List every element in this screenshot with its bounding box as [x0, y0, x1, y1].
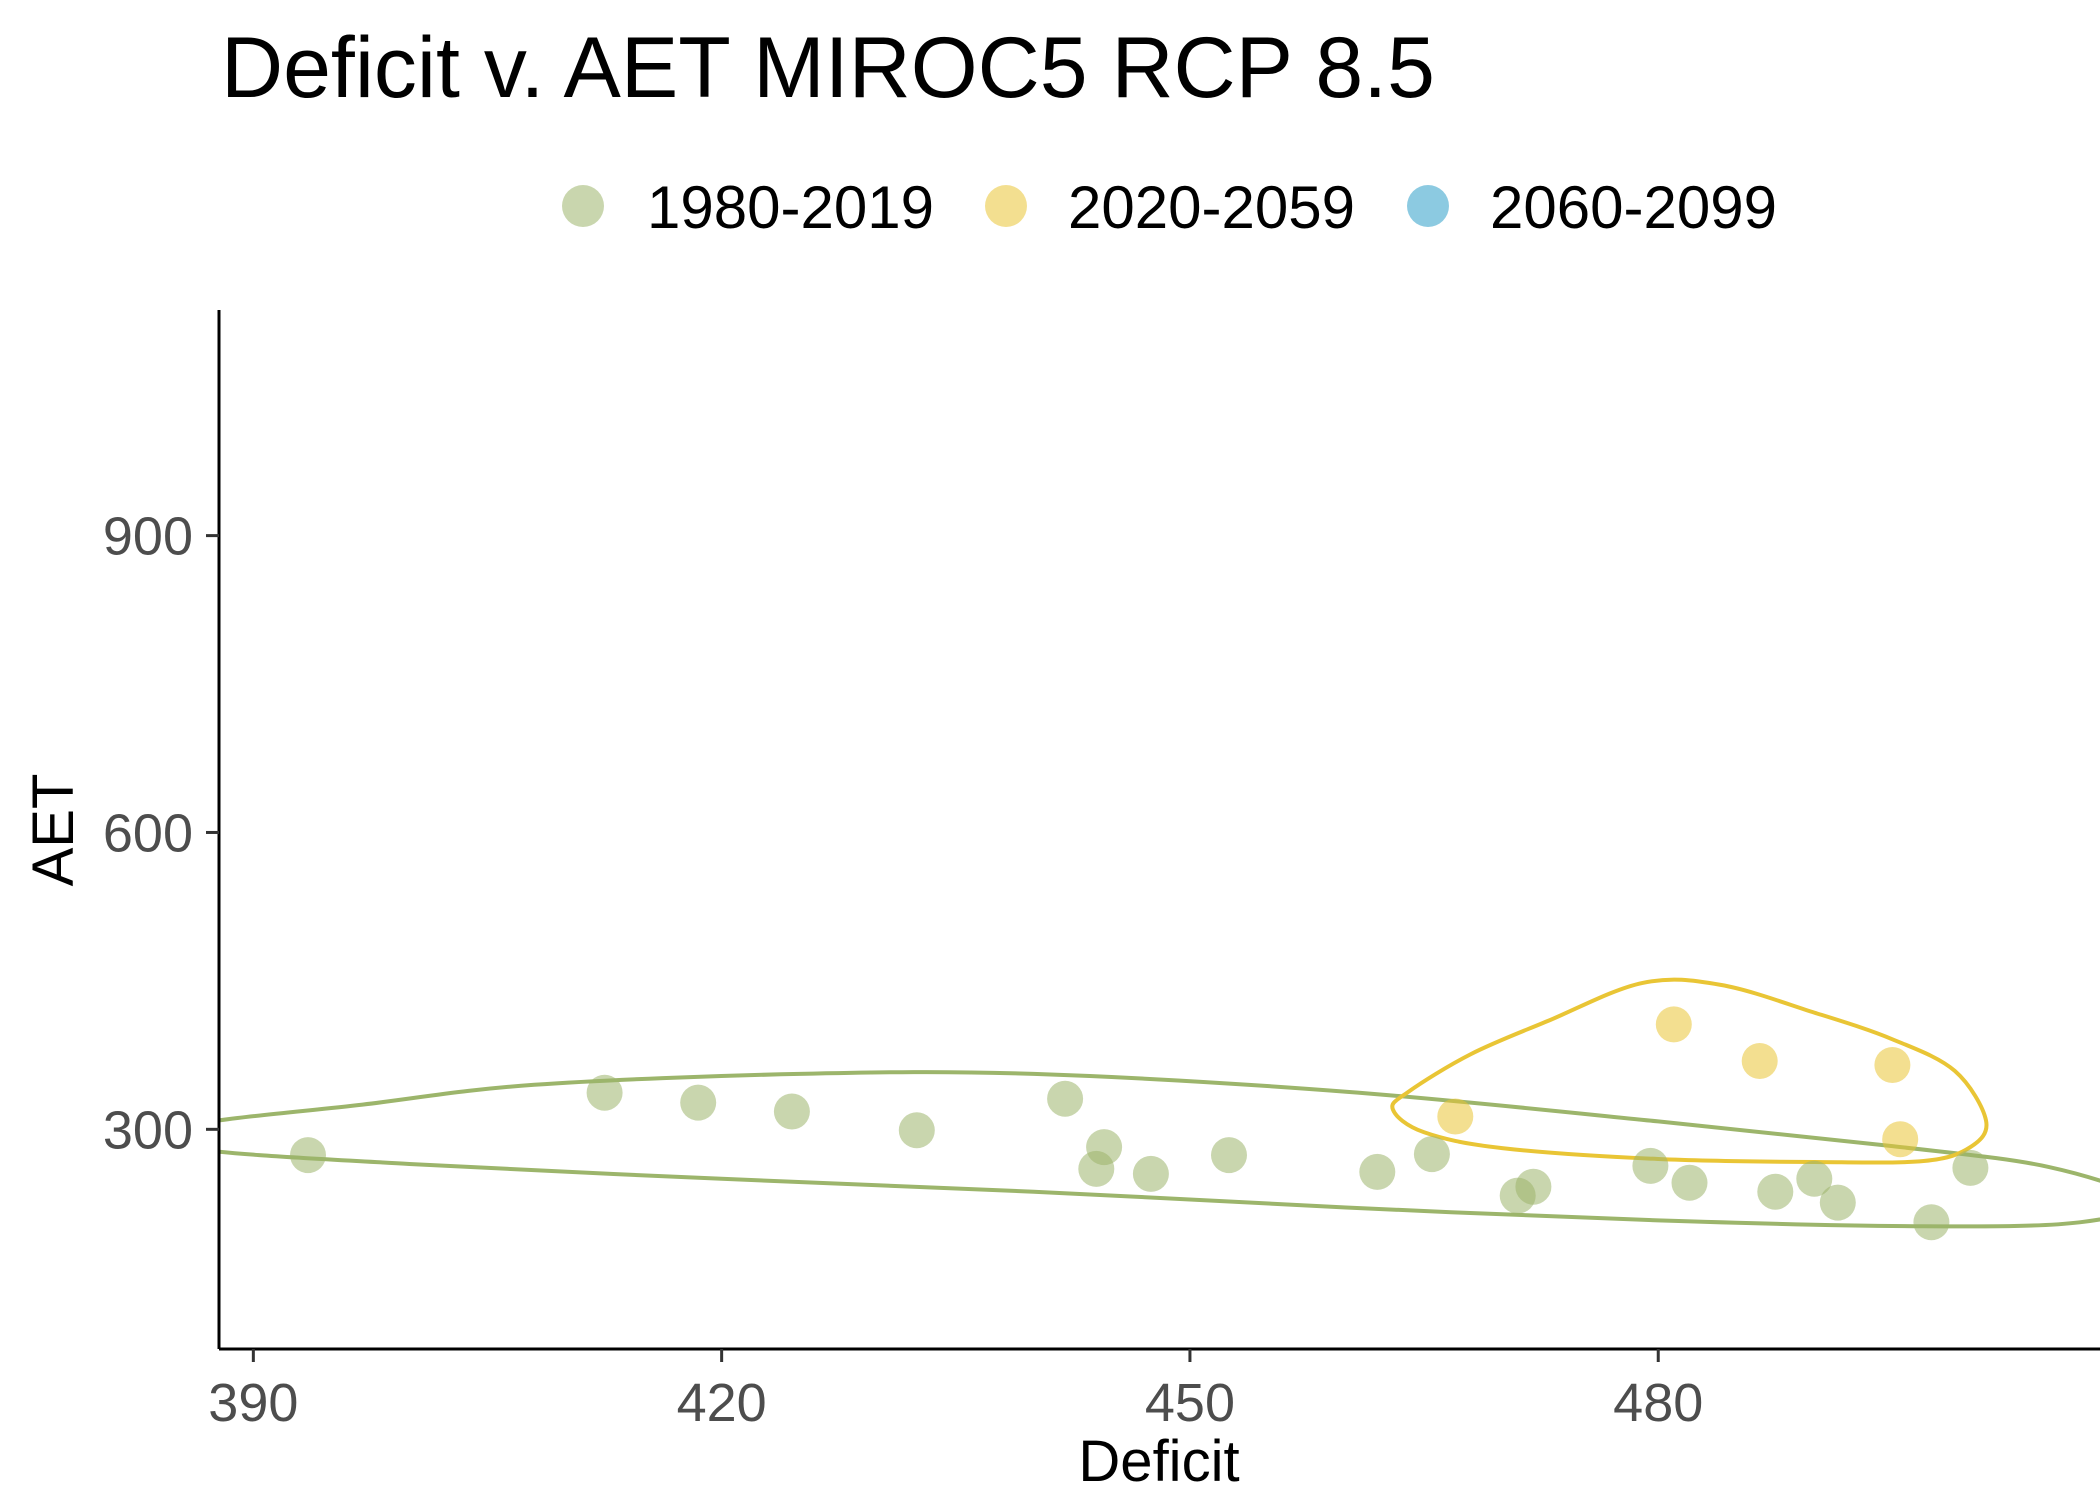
chart-title: Deficit v. AET MIROC5 RCP 8.5: [221, 20, 1435, 116]
x-tick-label: 390: [208, 1373, 298, 1433]
legend-marker-2020-2059: [985, 185, 1027, 227]
legend-marker-1980-2019: [562, 185, 604, 227]
point-1980-2019: [1632, 1147, 1669, 1184]
point-1980-2019: [773, 1093, 810, 1130]
point-1980-2019: [1132, 1155, 1169, 1192]
point-1980-2019: [1359, 1153, 1396, 1190]
point-2020-2059: [1874, 1047, 1911, 1083]
point-1980-2019: [680, 1084, 717, 1121]
legend-label-2020-2059: 2020-2059: [1068, 174, 1355, 241]
legend-label-2060-2099: 2060-2099: [1490, 174, 1777, 241]
y-tick-label: 600: [103, 803, 193, 863]
point-1980-2019: [586, 1074, 623, 1111]
y-ticks: 300 600 900: [103, 507, 219, 1160]
point-1980-2019: [898, 1112, 935, 1149]
point-1980-2019: [1796, 1160, 1833, 1197]
legend-label-1980-2019: 1980-2019: [647, 174, 934, 241]
point-1980-2019: [290, 1137, 326, 1174]
legend: 1980-2019 2020-2059 2060-2099: [562, 174, 1777, 241]
point-1980-2019: [1211, 1137, 1247, 1174]
point-2020-2059: [1882, 1121, 1919, 1158]
point-2020-2059: [1437, 1098, 1474, 1135]
point-1980-2019: [1413, 1136, 1450, 1173]
y-tick-label: 300: [103, 1100, 193, 1160]
point-1980-2019: [1819, 1184, 1856, 1221]
plot-area: [218, 977, 2100, 1241]
x-tick-label: 450: [1145, 1373, 1235, 1433]
point-1980-2019: [1515, 1168, 1552, 1205]
confidence-ellipses: [218, 977, 2100, 1229]
point-1980-2019: [1913, 1204, 1950, 1241]
data-points: [290, 1006, 1989, 1241]
point-1980-2019: [1952, 1149, 1989, 1186]
point-1980-2019: [1078, 1150, 1115, 1187]
x-axis-title: Deficit: [1078, 1429, 1239, 1494]
x-tick-label: 480: [1613, 1373, 1703, 1433]
point-2020-2059: [1655, 1006, 1692, 1043]
point-1980-2019: [1757, 1173, 1794, 1210]
x-tick-label: 420: [677, 1373, 767, 1433]
point-1980-2019: [1671, 1164, 1708, 1201]
ellipse-2020-2059: [1390, 977, 1989, 1165]
y-axis-title: AET: [21, 774, 86, 887]
legend-marker-2060-2099: [1407, 185, 1449, 227]
axes: 390 420 450 480 300 600 900: [103, 310, 2100, 1433]
point-1980-2019: [1047, 1080, 1084, 1117]
point-2020-2059: [1741, 1043, 1778, 1079]
x-ticks: 390 420 450 480: [208, 1349, 1703, 1433]
ellipse-1980-2019: [218, 1070, 2100, 1229]
y-tick-label: 900: [103, 507, 193, 567]
